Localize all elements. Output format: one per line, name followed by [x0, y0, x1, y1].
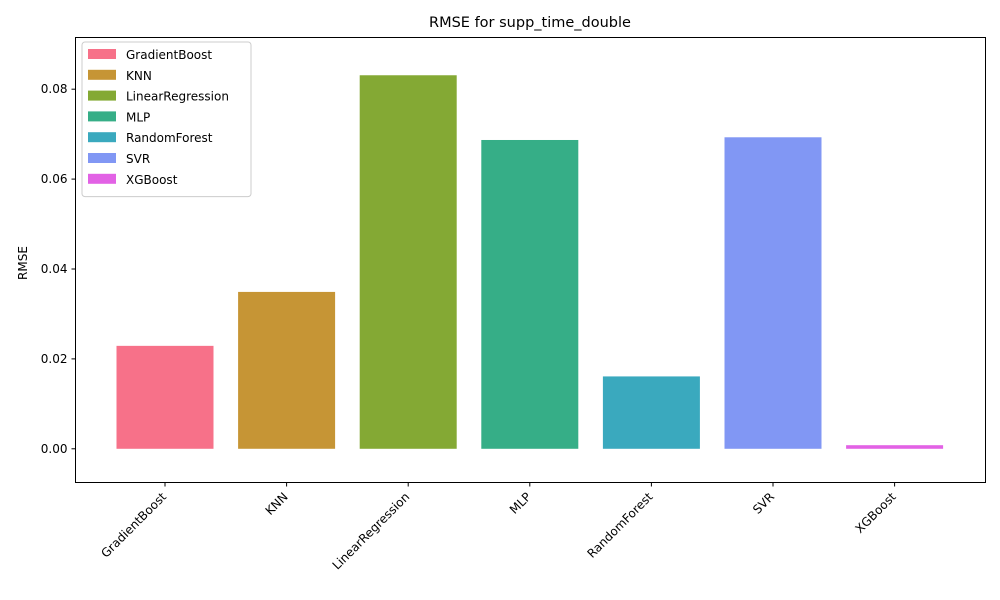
- bar-gradientboost: [116, 345, 214, 449]
- legend-label-knn: KNN: [126, 69, 152, 83]
- y-tick-label: 0.04: [41, 262, 68, 276]
- legend-swatch-svr: [88, 153, 116, 163]
- legend: GradientBoost KNN LinearRegression MLP Rando…: [81, 41, 252, 198]
- legend-swatch-linearregression: [88, 90, 116, 101]
- y-tick-label: 0.06: [41, 172, 68, 186]
- legend-label-gradientboost: GradientBoost: [126, 48, 212, 62]
- legend-label-linearregression: LinearRegression: [126, 90, 229, 104]
- bars-group: [116, 75, 944, 449]
- legend-swatch-knn: [88, 69, 116, 80]
- y-tick-label: 0.08: [41, 82, 68, 96]
- legend-swatch-mlp: [88, 111, 116, 122]
- legend-label-mlp: MLP: [126, 110, 150, 124]
- legend-label-xgboost: XGBoost: [126, 173, 178, 187]
- y-axis-label: RMSE: [16, 246, 30, 280]
- bar-linearregression: [359, 75, 457, 449]
- legend-label-svr: SVR: [126, 152, 150, 166]
- bar-randomforest: [602, 376, 700, 449]
- bar-mlp: [481, 139, 579, 449]
- bar-xgboost: [846, 445, 944, 449]
- legend-swatch-gradientboost: [88, 49, 116, 59]
- y-tick-label: 0.00: [41, 442, 68, 456]
- chart-title: RMSE for supp_time_double: [429, 15, 631, 31]
- plot-frame: [75, 37, 986, 483]
- y-axis: 0.00 0.02 0.04 0.06 0.08: [41, 82, 76, 456]
- y-tick-label: 0.02: [41, 352, 68, 366]
- legend-swatch-randomforest: [88, 132, 116, 143]
- bar-svr: [724, 137, 822, 449]
- legend-swatch-xgboost: [88, 173, 116, 184]
- legend-label-randomforest: RandomForest: [126, 131, 213, 145]
- legend-box: [81, 41, 252, 198]
- bar-knn: [238, 291, 336, 449]
